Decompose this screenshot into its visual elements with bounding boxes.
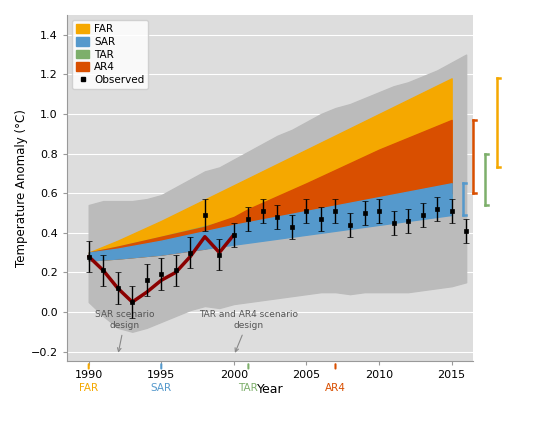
- Text: FAR: FAR: [79, 383, 98, 393]
- Y-axis label: Temperature Anomaly (°C): Temperature Anomaly (°C): [15, 109, 28, 267]
- X-axis label: Year: Year: [257, 383, 284, 396]
- Text: SAR scenario
design: SAR scenario design: [95, 310, 155, 351]
- Text: TAR: TAR: [239, 383, 258, 393]
- Text: SAR: SAR: [151, 383, 172, 393]
- Text: TAR and AR4 scenario
design: TAR and AR4 scenario design: [199, 310, 298, 352]
- Text: AR4: AR4: [325, 383, 346, 393]
- Legend: FAR, SAR, TAR, AR4, Observed: FAR, SAR, TAR, AR4, Observed: [72, 20, 148, 89]
